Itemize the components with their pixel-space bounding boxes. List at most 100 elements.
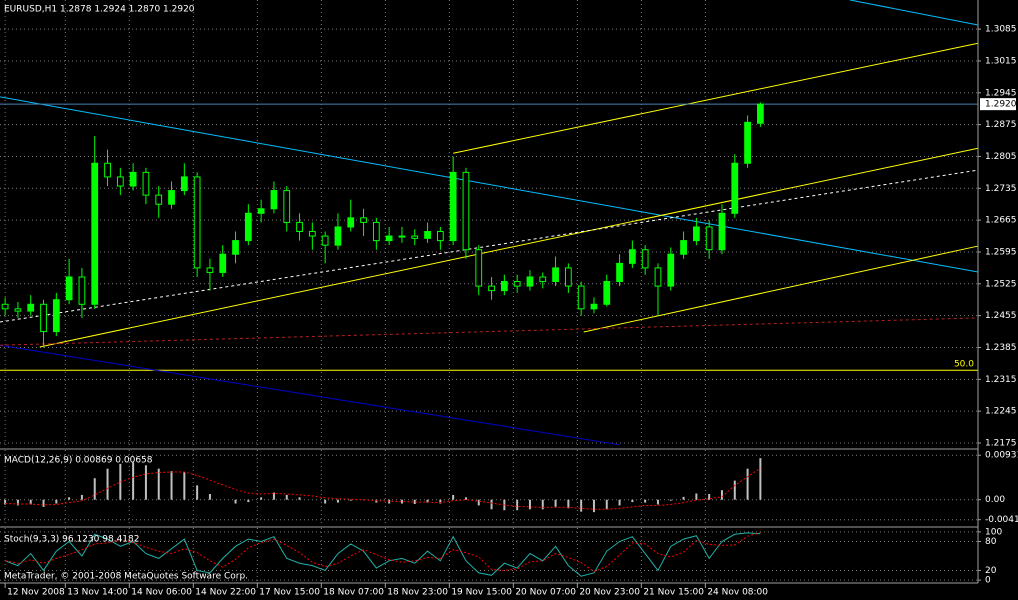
candle-body (411, 235, 419, 239)
candle-body (552, 267, 559, 283)
y-tick-label: 0.00931 (985, 451, 1018, 461)
signal-line (5, 467, 761, 510)
main-title: EURUSD,H1 1.2878 1.2924 1.2870 1.2920 (4, 5, 195, 15)
y-tick-label: 1.2455 (985, 311, 1017, 321)
y-tick-label: 1.2175 (985, 438, 1017, 448)
candle-body (321, 235, 329, 246)
candle-body (14, 308, 22, 312)
y-tick-label: 1.2385 (985, 343, 1017, 353)
x-tick-label: 12 Nov 2008 (7, 588, 65, 598)
candle-body (475, 249, 483, 287)
price-label: 1.2920 (985, 100, 1017, 110)
x-tick-label: 19 Nov 15:00 (451, 588, 512, 598)
candle-body (91, 162, 99, 305)
y-tick-label: 1.2805 (985, 152, 1017, 162)
candle-body (603, 281, 611, 305)
candle-body (436, 231, 444, 242)
trend-line (0, 169, 979, 323)
candle-body (65, 276, 73, 301)
candle-body (628, 249, 636, 264)
candle-body (308, 231, 316, 237)
trend-line (0, 344, 620, 446)
x-tick-label: 20 Nov 07:00 (515, 588, 576, 598)
y-tick-label: 1.3015 (985, 56, 1017, 66)
trend-line (583, 245, 979, 333)
candle-body (526, 276, 534, 287)
candle-body (142, 171, 150, 196)
candle-body (705, 226, 713, 251)
x-tick-label: 18 Nov 07:00 (323, 588, 384, 598)
macd-title: MACD(12,26,9) 0.00869 0.00658 (4, 456, 153, 466)
candle-body (270, 190, 278, 210)
y-tick-label: -0.00418 (985, 515, 1018, 525)
x-tick-label: 13 Nov 14:00 (67, 588, 128, 598)
candle-body (78, 276, 86, 305)
stoch-main-line (4, 532, 761, 577)
y-tick-label: 100 (985, 527, 1002, 537)
candle-body (513, 281, 521, 287)
candle-body (372, 221, 380, 242)
candle-body (116, 176, 124, 187)
price-label-box (980, 98, 1016, 111)
candle-body (180, 176, 188, 192)
y-tick-label: 80 (985, 537, 997, 547)
candle-body (244, 212, 252, 242)
candle-body (757, 103, 764, 124)
candle-body (40, 303, 47, 333)
trend-line (849, 0, 979, 26)
y-tick-label: 1.2525 (985, 279, 1017, 289)
y-tick-label: 1.2945 (985, 88, 1017, 98)
y-tick-label: 1.2315 (985, 375, 1017, 385)
level-label: 50.0 (954, 360, 974, 370)
candle-body (385, 235, 393, 242)
candle-body (193, 176, 201, 269)
y-tick-label: 20 (985, 566, 997, 576)
candle-body (257, 208, 265, 214)
y-tick-label: 1.2595 (985, 247, 1017, 257)
x-tick-label: 24 Nov 08:00 (707, 588, 768, 598)
x-tick-label: 21 Nov 15:00 (643, 588, 704, 598)
candle-body (104, 162, 111, 178)
candle-body (577, 285, 585, 310)
stoch-title: Stoch(9,3,3) 96.1230 98.4182 (4, 535, 139, 545)
candle-body (219, 253, 227, 273)
y-tick-label: 1.2665 (985, 216, 1017, 226)
y-tick-label: 1.3085 (985, 25, 1017, 35)
candle-body (424, 231, 431, 239)
candle-body (449, 171, 457, 242)
candle-body (52, 299, 60, 333)
candle-body (590, 303, 598, 310)
candle-body (129, 171, 137, 187)
candle-body (744, 121, 751, 164)
candle-body (347, 217, 355, 228)
x-tick-label: 14 Nov 22:00 (195, 588, 256, 598)
x-tick-label: 14 Nov 06:00 (131, 588, 192, 598)
candle-body (334, 226, 342, 246)
candle-body (654, 267, 662, 287)
trend-line (0, 317, 979, 346)
candle-body (27, 303, 35, 312)
candle-body (296, 221, 303, 233)
y-tick-label: 0.00 (985, 495, 1005, 505)
y-tick-label: 1.2875 (985, 120, 1017, 130)
x-tick-label: 20 Nov 23:00 (579, 588, 640, 598)
candle-body (155, 194, 163, 205)
trend-line (453, 42, 979, 154)
trend-line (0, 96, 979, 273)
candle-body (488, 285, 495, 292)
x-tick-label: 17 Nov 15:00 (259, 588, 320, 598)
candle-body (718, 212, 726, 251)
plot-layer (0, 0, 979, 583)
candle-body (360, 217, 367, 223)
x-tick-label: 18 Nov 23:00 (387, 588, 448, 598)
y-tick-label: 1.2245 (985, 407, 1017, 417)
candle-body (232, 240, 239, 255)
footer: MetaTrader, © 2001-2008 MetaQuotes Softw… (4, 572, 248, 582)
candle-body (680, 240, 687, 255)
candle-body (500, 281, 508, 292)
candle-body (168, 190, 175, 205)
y-tick-label: 1.2735 (985, 184, 1017, 194)
